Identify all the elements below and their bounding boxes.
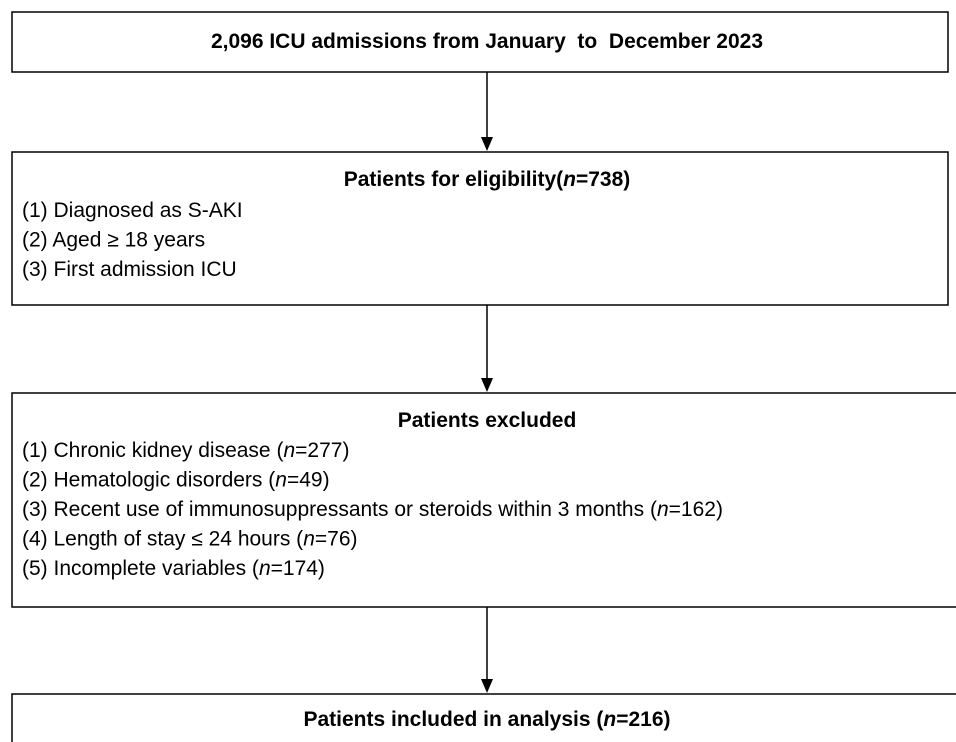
text-run: 2,096 ICU admissions from January to Dec… [211, 30, 763, 53]
flow-box: 2,096 ICU admissions from January to Dec… [11, 11, 949, 73]
box-border [11, 693, 956, 742]
text-run: Patients excluded [398, 409, 577, 432]
box-title: Patients included in analysis (n=216) [303, 708, 670, 731]
text-run: (1) Diagnosed as S-AKI [22, 199, 243, 222]
flow-box: Patients included in analysis (n=216) [11, 693, 956, 742]
text-run: Patients for eligibility( [344, 168, 563, 191]
text-run: n [275, 468, 287, 491]
box-border [11, 11, 949, 73]
text-run: Patients included in analysis ( [303, 708, 603, 731]
text-run: (2) Hematologic disorders ( [22, 468, 275, 491]
box-title: Patients excluded [398, 409, 577, 432]
text-run: n [657, 498, 669, 521]
text-run: =49) [287, 468, 330, 491]
arrow-head [481, 679, 493, 693]
text-run: n [259, 557, 271, 580]
text-run: =277) [295, 439, 349, 462]
text-run: n [603, 708, 616, 731]
text-run: =162) [669, 498, 723, 521]
text-run: (1) Chronic kidney disease ( [22, 439, 283, 462]
text-run: (4) Length of stay ≤ 24 hours ( [22, 527, 303, 550]
text-run: (5) Incomplete variables ( [22, 557, 259, 580]
criterion: (2) Aged ≥ 18 years [22, 228, 205, 251]
criterion: (4) Length of stay ≤ 24 hours (n=76) [22, 527, 358, 550]
box-border [11, 392, 956, 608]
text-run: (3) Recent use of immunosuppressants or … [22, 498, 657, 521]
text-run: n [283, 439, 295, 462]
box-title: 2,096 ICU admissions from January to Dec… [211, 30, 763, 53]
criterion: (3) First admission ICU [22, 258, 237, 281]
arrow-head [481, 378, 493, 392]
text-run: n [303, 527, 315, 550]
criterion: (3) Recent use of immunosuppressants or … [22, 498, 723, 521]
text-run: n [563, 168, 576, 191]
criterion: (1) Diagnosed as S-AKI [22, 199, 243, 222]
criterion: (1) Chronic kidney disease (n=277) [22, 439, 349, 462]
text-run: (2) Aged ≥ 18 years [22, 228, 205, 251]
arrow-head [481, 137, 493, 151]
text-run: (3) First admission ICU [22, 258, 237, 281]
flow-box: Patients excluded (1) Chronic kidney dise… [11, 392, 956, 608]
criterion: (5) Incomplete variables (n=174) [22, 557, 325, 580]
text-run: =76) [315, 527, 358, 550]
box-title: Patients for eligibility(n=738) [344, 168, 631, 191]
criterion: (2) Hematologic disorders (n=49) [22, 468, 330, 491]
flow-box: Patients for eligibility(n=738) (1) Diagn… [11, 151, 949, 306]
text-run: =738) [576, 168, 630, 191]
box-border [11, 151, 949, 306]
text-run: =216) [616, 708, 670, 731]
text-run: =174) [271, 557, 325, 580]
